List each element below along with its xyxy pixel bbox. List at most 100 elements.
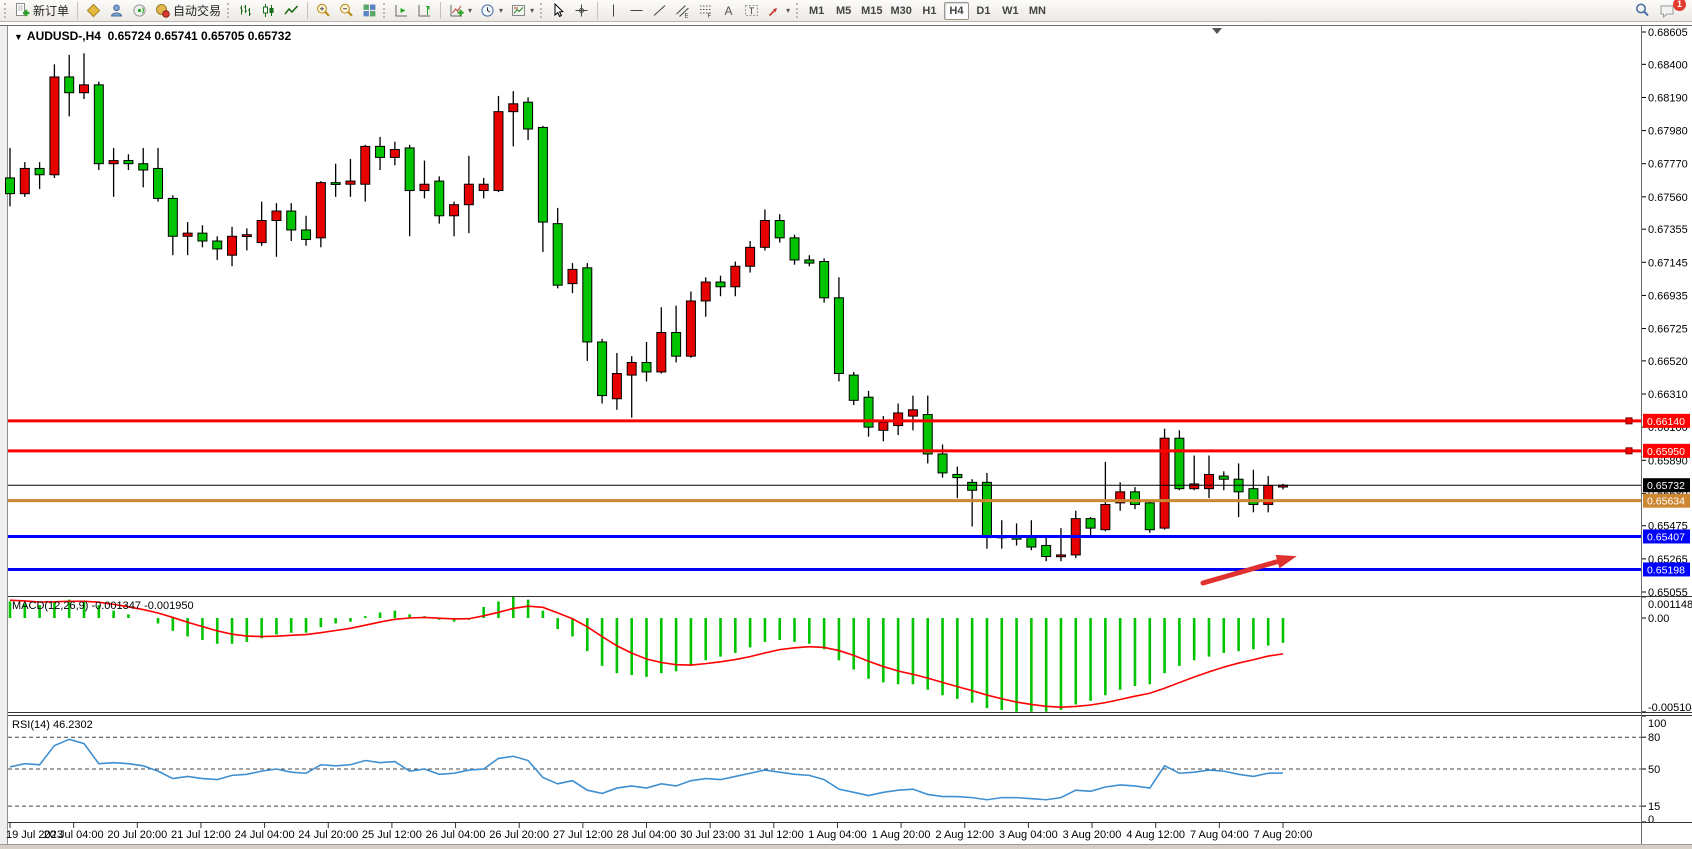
text-button[interactable]: A	[717, 1, 740, 21]
toolbar-separator	[597, 2, 599, 19]
tile-windows-icon	[363, 4, 376, 17]
search-button[interactable]	[1630, 1, 1655, 21]
vertical-line-button[interactable]	[602, 1, 625, 21]
svg-text:7 Aug 20:00: 7 Aug 20:00	[1254, 829, 1313, 841]
timeframe-d1[interactable]: D1	[976, 4, 991, 17]
svg-text:F: F	[708, 14, 712, 19]
search-icon	[1636, 3, 1649, 17]
svg-text:0: 0	[1648, 814, 1654, 826]
dropdown-caret: ▾	[786, 6, 791, 15]
timeframe-h4[interactable]: H4	[943, 1, 969, 20]
market-watch-button[interactable]	[82, 1, 105, 21]
timeframe-w1[interactable]: W1	[1002, 4, 1019, 17]
trendline-button[interactable]	[648, 1, 671, 21]
auto-scroll-button[interactable]	[390, 1, 413, 21]
svg-text:A: A	[725, 4, 733, 18]
svg-text:0.67770: 0.67770	[1648, 159, 1688, 171]
label-button[interactable]: T	[740, 1, 763, 21]
svg-text:0.67560: 0.67560	[1648, 192, 1688, 204]
navigator-icon	[110, 4, 123, 17]
new-order-label: 新订单	[33, 4, 70, 18]
svg-text:28 Jul 04:00: 28 Jul 04:00	[617, 829, 677, 841]
fibonacci-button[interactable]: F	[694, 1, 717, 21]
label-icon: T	[745, 5, 759, 16]
svg-text:3 Aug 04:00: 3 Aug 04:00	[999, 829, 1058, 841]
candlestick-icon	[263, 4, 274, 17]
zoom-out-button[interactable]	[335, 1, 358, 21]
chart-ohlc-values: 0.65724 0.65741 0.65705 0.65732	[107, 29, 292, 43]
zoom-in-button[interactable]	[312, 1, 335, 21]
timeframe-m30[interactable]: M30	[890, 4, 912, 17]
svg-text:30 Jul 23:00: 30 Jul 23:00	[680, 829, 740, 841]
timeframe-m5[interactable]: M5	[835, 4, 852, 17]
market-watch-icon	[86, 3, 101, 18]
timeframe-h1[interactable]: H1	[922, 4, 937, 17]
svg-text:0.65950: 0.65950	[1647, 446, 1685, 458]
timeframe-m1[interactable]: M1	[808, 4, 825, 17]
svg-text:1 Aug 04:00: 1 Aug 04:00	[808, 829, 867, 841]
horizontal-line-button[interactable]	[625, 1, 648, 21]
svg-text:25 Jul 12:00: 25 Jul 12:00	[362, 829, 422, 841]
cursor-icon	[554, 3, 565, 18]
bar-chart-button[interactable]	[234, 1, 257, 21]
signal-button[interactable]	[128, 1, 151, 21]
svg-text:3 Aug 20:00: 3 Aug 20:00	[1063, 829, 1122, 841]
svg-text:0.66310: 0.66310	[1648, 389, 1688, 401]
line-chart-button[interactable]	[280, 1, 303, 21]
timeframe-m15[interactable]: M15	[861, 4, 883, 17]
chart-title: ▼ AUDUSD-,H4 0.65724 0.65741 0.65705 0.65…	[14, 29, 291, 43]
svg-text:0.68190: 0.68190	[1648, 92, 1688, 104]
indicators-icon	[450, 5, 464, 17]
toolbar-grip	[4, 3, 7, 18]
trendline-icon	[653, 5, 666, 16]
svg-text:-0.005104: -0.005104	[1648, 702, 1692, 714]
tile-windows-button[interactable]	[358, 1, 381, 21]
svg-text:27 Jul 12:00: 27 Jul 12:00	[553, 829, 613, 841]
new-order-button[interactable]: 新订单	[11, 1, 73, 21]
timeframe-mn[interactable]: MN	[1028, 4, 1046, 17]
toolbar-separator	[77, 2, 79, 19]
signal-icon	[133, 4, 146, 17]
crosshair-icon	[575, 4, 588, 17]
autotrading-button[interactable]: 自动交易	[151, 1, 225, 21]
svg-text:0.65890: 0.65890	[1648, 455, 1688, 467]
crosshair-button[interactable]	[570, 1, 593, 21]
periods-button[interactable]: ▾	[476, 1, 507, 21]
chart-shift-icon	[418, 5, 431, 17]
svg-text:0.66140: 0.66140	[1647, 416, 1685, 428]
svg-text:80: 80	[1648, 732, 1660, 744]
channel-button[interactable]: E	[671, 1, 694, 21]
chart-dropdown-icon[interactable]: ▼	[14, 32, 23, 42]
svg-text:21 Jul 12:00: 21 Jul 12:00	[171, 829, 231, 841]
fibonacci-icon: F	[700, 5, 712, 19]
templates-button[interactable]: ▾	[507, 1, 538, 21]
svg-text:24 Jul 04:00: 24 Jul 04:00	[235, 829, 295, 841]
chart-symbol-period: AUDUSD-,H4	[26, 29, 101, 43]
svg-text:2 Aug 12:00: 2 Aug 12:00	[935, 829, 994, 841]
periods-icon	[481, 4, 494, 17]
svg-text:0.67145: 0.67145	[1648, 257, 1688, 269]
horizontal-line-icon	[630, 10, 643, 11]
cursor-button[interactable]	[547, 1, 570, 21]
svg-text:7 Aug 04:00: 7 Aug 04:00	[1190, 829, 1249, 841]
indicators-button[interactable]: ▾	[445, 1, 476, 21]
toolbar-separator	[307, 2, 309, 19]
svg-text:4 Aug 12:00: 4 Aug 12:00	[1126, 829, 1185, 841]
rsi-indicator-label: RSI(14) 46.2302	[12, 719, 93, 731]
notifications-button[interactable]: 1	[1655, 0, 1686, 21]
autotrading-icon	[156, 4, 170, 18]
text-icon: A	[725, 4, 733, 18]
toolbar: 新订单 自动交易 ▾ ▾ ▾ E F A T	[0, 0, 1692, 22]
svg-text:31 Jul 12:00: 31 Jul 12:00	[744, 829, 804, 841]
svg-text:0.65732: 0.65732	[1647, 480, 1685, 492]
candlestick-button[interactable]	[257, 1, 280, 21]
svg-text:26 Jul 20:00: 26 Jul 20:00	[489, 829, 549, 841]
svg-text:0.001148: 0.001148	[1648, 599, 1692, 611]
navigator-button[interactable]	[105, 1, 128, 21]
arrows-button[interactable]: ▾	[763, 1, 794, 21]
toolbar-grip	[540, 3, 543, 18]
chart-shift-button[interactable]	[413, 1, 436, 21]
svg-text:0.66520: 0.66520	[1648, 356, 1688, 368]
